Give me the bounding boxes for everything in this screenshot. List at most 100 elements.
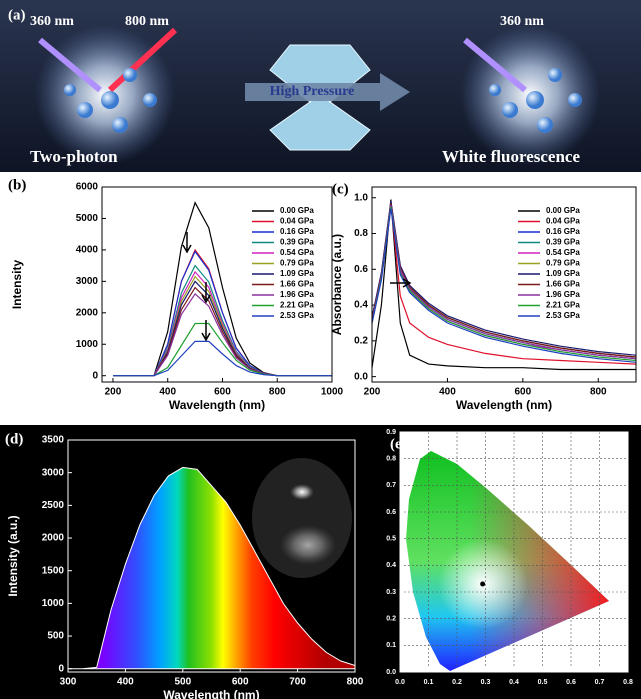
y-tick-label: 6000 (76, 182, 99, 193)
center-label: High Pressure (270, 84, 355, 99)
y-tick-label: 1500 (42, 565, 65, 576)
caption: White fluorescence (442, 147, 580, 166)
x-tick-label: 500 (174, 677, 191, 688)
y-tick-label: 2000 (76, 307, 99, 318)
molecule (489, 68, 582, 133)
x-axis-title: Wavelength (nm) (169, 398, 265, 412)
legend-label: 0.00 GPa (280, 206, 314, 215)
series-line (371, 206, 637, 362)
y-tick-label: 1000 (42, 598, 65, 609)
y-tick-label: 0.6 (386, 509, 396, 516)
x-tick-label: 600 (515, 387, 532, 398)
y-tick-label: 0.7 (386, 482, 396, 489)
x-tick-label: 0.6 (566, 679, 576, 686)
y-tick-label: 0.8 (354, 228, 368, 239)
series-line (371, 203, 637, 358)
plot-frame (101, 186, 333, 383)
y-tick-label: 0.6 (354, 264, 368, 275)
legend-label: 2.21 GPa (546, 301, 580, 310)
y-tick-label: 0.0 (354, 371, 368, 382)
legend-label: 0.04 GPa (280, 217, 314, 226)
x-tick-label: 200 (105, 387, 122, 398)
x-tick-label: 600 (232, 677, 249, 688)
inset-spot (280, 525, 336, 565)
x-tick-label: 400 (439, 387, 456, 398)
legend-label: 1.09 GPa (546, 269, 580, 278)
y-tick-label: 0.0 (386, 669, 396, 676)
point (480, 581, 486, 587)
y-tick-label: 0.1 (386, 642, 396, 649)
legend-label: 0.39 GPa (280, 238, 314, 247)
plot-frame (399, 431, 629, 673)
x-tick-label: 0.4 (509, 679, 519, 686)
panel-label: (d) (5, 431, 23, 447)
arrow (182, 232, 192, 254)
legend-label: 1.66 GPa (280, 280, 314, 289)
legend-label: 1.66 GPa (546, 280, 580, 289)
y-tick-label: 0 (92, 370, 98, 381)
y-axis-title: Intensity (10, 260, 24, 310)
y-tick-label: 0.4 (354, 300, 368, 311)
x-tick-label: 0.2 (452, 679, 462, 686)
laser (107, 27, 178, 93)
inset-spot (290, 484, 314, 500)
x-tick-label: 200 (364, 387, 381, 398)
y-axis-title: Absorbance (a.u.) (330, 234, 344, 335)
y-tick-label: 4000 (76, 245, 99, 256)
spectrum-area (67, 466, 356, 670)
x-tick-label: 0.3 (481, 679, 491, 686)
y-tick-label: 0.3 (386, 589, 396, 596)
y-tick-label: 2000 (42, 533, 65, 544)
legend-label: 0.04 GPa (546, 217, 580, 226)
y-tick-label: 1000 (76, 339, 99, 350)
legend-label: 0.79 GPa (546, 259, 580, 268)
series-line (113, 340, 332, 377)
laser (38, 37, 102, 93)
series-line (371, 208, 637, 363)
x-tick-label: 0.8 (623, 679, 633, 686)
legend-label: 1.96 GPa (546, 290, 580, 299)
plot-frame (371, 186, 637, 383)
x-tick-label: 300 (60, 677, 77, 688)
x-axis-title: Wavelength (nm) (163, 688, 259, 699)
legend-label: 1.09 GPa (280, 269, 314, 278)
x-tick-label: 800 (347, 677, 364, 688)
series-line (371, 201, 637, 356)
x-tick-label: 1000 (321, 387, 344, 398)
legend-label: 1.96 GPa (280, 290, 314, 299)
y-tick-label: 0.5 (386, 536, 396, 543)
y-tick-label: 2500 (42, 500, 65, 511)
x-tick-label: 600 (214, 387, 231, 398)
wavelength-label: 360 nm (30, 14, 74, 29)
series-line (371, 204, 637, 360)
x-axis-title: Wavelength (nm) (456, 398, 552, 412)
y-tick-label: 1.0 (354, 192, 368, 203)
legend-label: 2.53 GPa (546, 311, 580, 320)
arrow (390, 278, 412, 288)
y-tick-label: 3000 (42, 467, 65, 478)
panel-label: (c) (332, 181, 349, 197)
y-tick-label: 0 (58, 663, 64, 674)
panel-label: (a) (8, 7, 26, 23)
arrow (201, 320, 211, 342)
y-tick-label: 500 (47, 631, 64, 642)
arrow (201, 282, 211, 304)
panel-a: (a) 360 nm 800 nm High Pressure Two-phot… (0, 0, 641, 172)
x-tick-label: 800 (269, 387, 286, 398)
legend-label: 2.53 GPa (280, 311, 314, 320)
legend-label: 0.16 GPa (546, 227, 580, 236)
panel-label: (e) (390, 436, 407, 452)
laser (463, 37, 527, 93)
panel-label: (b) (8, 177, 26, 193)
legend-label: 2.21 GPa (280, 301, 314, 310)
legend-label: 0.00 GPa (546, 206, 580, 215)
x-tick-label: 0.5 (538, 679, 548, 686)
y-tick-label: 5000 (76, 213, 99, 224)
molecule (64, 68, 157, 133)
wavelength-label: 360 nm (500, 14, 544, 29)
legend-label: 0.79 GPa (280, 259, 314, 268)
x-tick-label: 0.0 (395, 679, 405, 686)
x-tick-label: 800 (590, 387, 607, 398)
y-tick-label: 0.2 (354, 335, 368, 346)
